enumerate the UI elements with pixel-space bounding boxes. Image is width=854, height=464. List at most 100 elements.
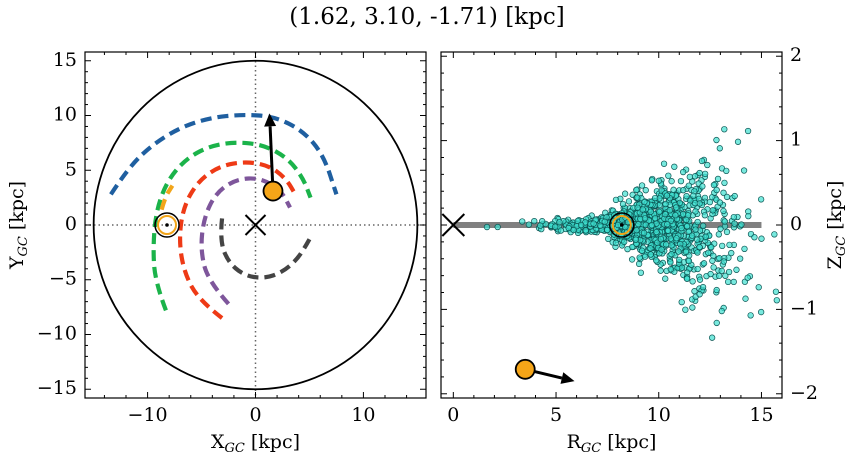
star-point — [751, 234, 758, 241]
star-point — [710, 264, 717, 271]
star-point — [758, 235, 765, 242]
star-point — [647, 245, 654, 252]
right-ytick-label: 0 — [790, 213, 802, 235]
star-point — [638, 182, 646, 189]
star-point — [556, 219, 563, 226]
star-point — [720, 207, 727, 215]
left-sun-ring — [157, 215, 178, 235]
star-point — [738, 221, 745, 228]
left-xtick-label: 0 — [249, 404, 261, 426]
right-xtick-label: 5 — [550, 404, 562, 426]
right-object-marker — [514, 358, 536, 380]
star-point — [721, 218, 728, 225]
star-point — [716, 199, 724, 206]
star-point — [652, 215, 659, 222]
star-point — [525, 221, 533, 228]
star-point — [726, 241, 733, 249]
star-point — [673, 235, 680, 242]
star-point — [699, 183, 706, 190]
right-star-cloud — [483, 126, 780, 341]
star-point — [713, 186, 720, 194]
star-point — [605, 235, 612, 243]
star-point — [570, 226, 577, 234]
star-point — [709, 257, 716, 264]
star-point — [683, 275, 691, 282]
star-point — [666, 207, 673, 214]
star-point — [691, 173, 699, 180]
star-point — [734, 138, 742, 145]
left-velocity-arrow-shaft — [268, 126, 275, 192]
right-ytick-label: −2 — [790, 382, 818, 404]
right-xtick-label: 10 — [647, 404, 671, 426]
star-point — [662, 200, 669, 208]
star-point — [622, 224, 629, 231]
star-point — [723, 228, 731, 236]
star-point — [658, 246, 665, 253]
star-point — [483, 223, 491, 231]
star-point — [577, 221, 585, 229]
star-point — [633, 186, 640, 194]
right-galactic-center-b — [441, 213, 466, 237]
left-ytick-label: 15 — [53, 49, 77, 71]
star-point — [706, 198, 714, 206]
left-ytick-label: −15 — [37, 377, 77, 399]
star-point — [647, 251, 654, 258]
left-xtick-label: −10 — [128, 404, 168, 426]
star-point — [708, 334, 716, 341]
star-point — [612, 239, 620, 247]
star-point — [696, 291, 703, 298]
star-point — [755, 284, 762, 291]
star-point — [677, 177, 685, 185]
left-object-marker — [262, 180, 284, 202]
right-xtick-label: 0 — [447, 404, 459, 426]
star-point — [688, 232, 696, 239]
star-point — [686, 173, 693, 181]
star-point — [683, 193, 690, 200]
star-point — [713, 136, 720, 144]
star-point — [665, 172, 672, 179]
star-point — [694, 218, 701, 226]
star-point — [597, 222, 604, 229]
left-ylabel: YGC [kpc] — [6, 181, 31, 270]
star-point — [621, 190, 629, 197]
star-point — [730, 278, 737, 286]
star-point — [696, 243, 703, 251]
star-point — [708, 244, 715, 251]
star-point — [632, 236, 639, 243]
star-point — [773, 297, 780, 304]
star-point — [740, 167, 748, 174]
star-point — [657, 235, 665, 243]
star-point — [757, 196, 765, 203]
star-point — [663, 192, 671, 199]
star-point — [694, 265, 701, 273]
star-point — [638, 247, 646, 254]
right-xtick-label: 15 — [749, 404, 773, 426]
star-point — [682, 306, 689, 313]
left-ytick-label: 0 — [65, 213, 77, 235]
star-point — [710, 181, 718, 189]
star-point — [772, 288, 780, 295]
star-point — [719, 242, 726, 250]
star-point — [704, 161, 711, 169]
star-point — [675, 248, 682, 255]
right-xlabel: RGC [kpc] — [567, 431, 657, 456]
spiral-arm-2 — [159, 184, 175, 211]
star-point — [678, 224, 685, 232]
star-point — [625, 198, 633, 205]
star-point — [531, 218, 538, 225]
star-point — [655, 177, 662, 184]
star-point — [696, 276, 704, 283]
star-point — [628, 256, 636, 263]
spiral-arm-0 — [109, 112, 339, 196]
spiral-arm-1 — [151, 140, 313, 312]
right-sun-outer — [609, 212, 635, 238]
star-point — [702, 233, 709, 240]
star-point — [705, 249, 712, 256]
star-point — [689, 278, 696, 285]
left-ytick-label: 10 — [53, 104, 77, 126]
star-point — [624, 245, 631, 253]
star-point — [720, 258, 728, 265]
star-point — [663, 241, 670, 248]
star-point — [721, 126, 728, 133]
right-ytick-label: −1 — [790, 297, 818, 319]
